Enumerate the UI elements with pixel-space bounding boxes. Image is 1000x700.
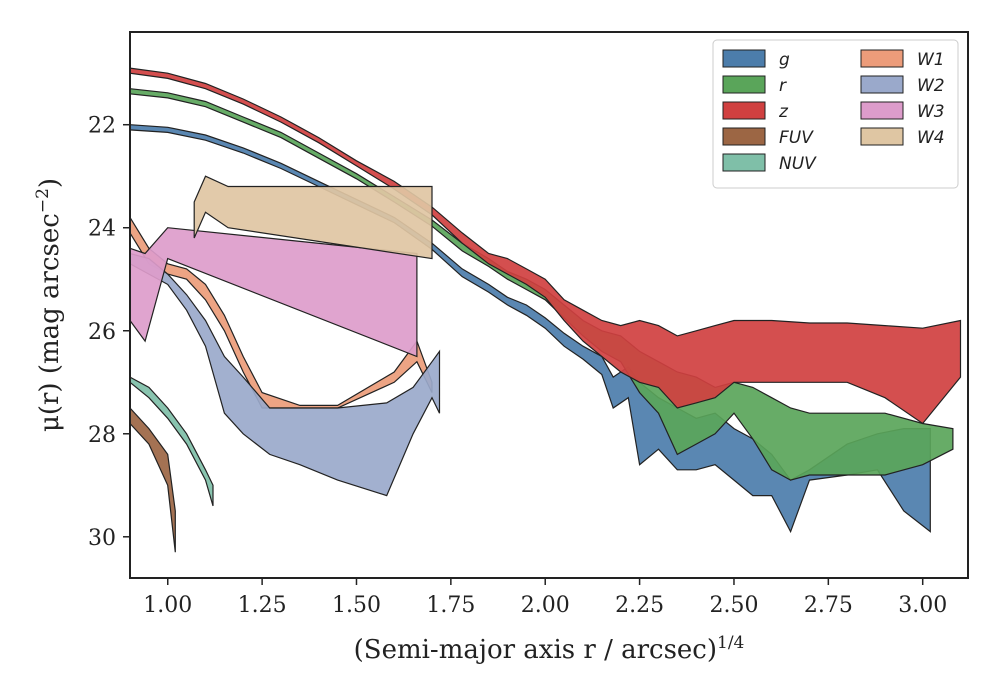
legend: grz FUV NUV W1 W2 W3 W4 bbox=[712, 39, 959, 189]
plot-frame bbox=[129, 31, 969, 579]
x-tick-label: 2.25 bbox=[615, 593, 664, 618]
y-tick-label: 24 bbox=[88, 217, 116, 242]
series-band-w4 bbox=[193, 175, 433, 260]
y-axis-title: μ(r) (mag arcsec−2) bbox=[33, 178, 65, 432]
x-tick-label: 1.75 bbox=[426, 593, 475, 618]
y-axis-title-close: ) bbox=[35, 178, 65, 188]
x-tick-label: 2.50 bbox=[709, 593, 758, 618]
legend-swatch-w2 bbox=[860, 75, 904, 94]
x-axis-title-exponent: 1/4 bbox=[717, 633, 744, 653]
x-tick-label: 1.25 bbox=[238, 593, 287, 618]
legend-swatch-w1 bbox=[860, 49, 904, 68]
series-band-g bbox=[129, 124, 931, 534]
series-band-nuv bbox=[129, 376, 214, 507]
legend-swatch-r bbox=[722, 75, 766, 94]
x-tick-label: 2.75 bbox=[804, 593, 853, 618]
y-tick-label: 28 bbox=[88, 423, 116, 448]
legend-label-w2: W2 bbox=[917, 76, 945, 96]
series-band-fuv bbox=[129, 406, 176, 553]
y-tick-label: 26 bbox=[88, 320, 116, 345]
legend-label-z: z bbox=[778, 102, 789, 122]
y-axis: 22 24 26 28 30 bbox=[88, 114, 130, 551]
legend-label-r: r bbox=[779, 76, 787, 96]
legend-label-w3: W3 bbox=[917, 102, 945, 122]
legend-swatch-z bbox=[722, 101, 766, 120]
legend-label-nuv: NUV bbox=[779, 154, 817, 174]
legend-label-fuv: FUV bbox=[779, 128, 814, 148]
x-tick-label: 2.00 bbox=[521, 593, 570, 618]
legend-swatch-w3 bbox=[860, 101, 904, 120]
legend-swatch-fuv bbox=[722, 127, 766, 146]
y-tick-label: 30 bbox=[88, 526, 116, 551]
x-axis: 1.00 1.25 1.50 1.75 2.00 2.25 2.50 2.75 3.00 bbox=[143, 578, 947, 618]
legend-swatch-g bbox=[722, 49, 766, 68]
series-layer bbox=[129, 67, 962, 553]
legend-label-w4: W4 bbox=[917, 128, 945, 148]
series-band-z bbox=[129, 67, 962, 425]
x-tick-label: 1.00 bbox=[143, 593, 192, 618]
legend-swatch-nuv bbox=[722, 153, 766, 172]
legend-label-g: g bbox=[779, 50, 790, 70]
x-tick-label: 3.00 bbox=[898, 593, 947, 618]
legend-swatch-w4 bbox=[860, 127, 904, 146]
y-axis-title-exponent: −2 bbox=[33, 188, 53, 213]
legend-label-w1: W1 bbox=[917, 50, 945, 70]
y-tick-label: 22 bbox=[88, 114, 116, 139]
series-band-w2 bbox=[129, 252, 441, 497]
series-band-w3 bbox=[129, 227, 418, 358]
x-axis-title: (Semi-major axis r / arcsec)1/4 bbox=[354, 633, 745, 665]
x-tick-label: 1.50 bbox=[332, 593, 381, 618]
